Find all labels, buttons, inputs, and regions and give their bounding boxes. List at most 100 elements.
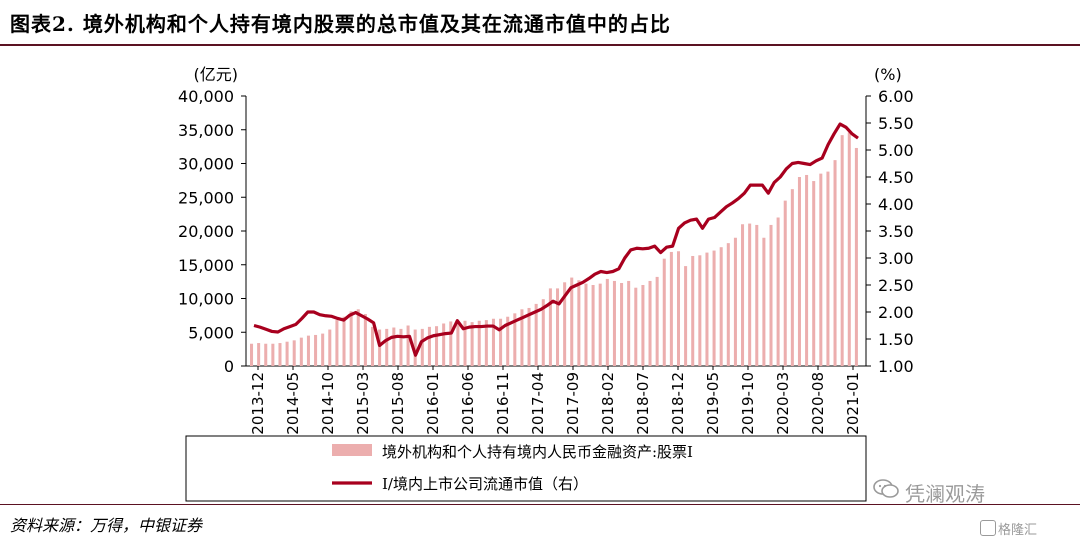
bar (385, 328, 389, 367)
bar (442, 323, 446, 366)
right-tick-label: 3.00 (878, 249, 914, 268)
watermark-text: 凭澜观涛 (905, 482, 985, 506)
bar (563, 282, 567, 366)
bar (363, 314, 367, 366)
bar (733, 237, 737, 366)
bar (534, 303, 538, 366)
bar (641, 285, 645, 366)
bar (584, 283, 588, 366)
bar (306, 335, 310, 367)
figure-title: 图表2. 境外机构和个人持有境内股票的总市值及其在流通市值中的占比 (10, 12, 671, 36)
right-tick-label: 6.00 (878, 87, 914, 106)
bar (840, 135, 844, 366)
bar (520, 309, 524, 366)
bar (591, 285, 595, 366)
bar (477, 320, 481, 366)
x-tick-label: 2014-10 (319, 372, 337, 435)
bar (499, 318, 503, 366)
bar (648, 280, 652, 366)
bar (669, 251, 673, 366)
right-axis: (%) 6.00 5.50 5.00 4.50 4.00 3.50 3.00 2.50 2.00 1… (866, 65, 914, 376)
x-tick-label: 2016-11 (494, 372, 512, 435)
right-tick-label: 3.50 (878, 222, 914, 241)
source-note: 资料来源：万得，中银证券 (10, 516, 203, 535)
left-tick-label: 0 (224, 357, 234, 376)
x-tick-label: 2014-05 (284, 372, 302, 435)
x-tick-label: 2018-12 (669, 372, 687, 435)
right-tick-label: 1.00 (878, 357, 914, 376)
right-unit-label: (%) (874, 65, 902, 84)
bar (456, 322, 460, 366)
bar (285, 341, 289, 366)
x-tick-label: 2017-04 (529, 372, 547, 435)
bar (627, 280, 631, 366)
bar (620, 282, 624, 366)
bar (506, 316, 510, 366)
x-tick-label: 2019-10 (739, 372, 757, 435)
bar (769, 224, 773, 366)
bar (278, 343, 282, 366)
bar (797, 177, 801, 366)
bar (812, 181, 816, 366)
title-rule (0, 44, 1080, 46)
x-tick-label: 2016-06 (459, 372, 477, 435)
bar (541, 299, 545, 366)
bar (406, 325, 410, 366)
bar (712, 250, 716, 366)
x-tick-label: 2016-01 (424, 372, 442, 435)
bar (427, 326, 431, 366)
legend-bar-swatch (332, 444, 372, 456)
x-tick-label: 2019-05 (704, 372, 722, 435)
legend-box (185, 435, 867, 502)
left-tick-label: 30,000 (178, 155, 234, 174)
bar (470, 322, 474, 367)
left-tick-label: 15,000 (178, 256, 234, 275)
left-tick-label: 25,000 (178, 188, 234, 207)
bar (605, 278, 609, 366)
bar (513, 313, 517, 366)
bar (684, 266, 688, 366)
x-tick-label: 2020-03 (774, 372, 792, 435)
bar (826, 171, 830, 366)
bar (748, 223, 752, 366)
left-axis: (亿元) 40,000 35,000 30,000 25,000 20,000 15,000… (178, 65, 246, 376)
bar (833, 160, 837, 367)
bar (321, 333, 325, 366)
bar (783, 200, 787, 367)
legend-line-label: I/境内上市公司流通市值（右） (382, 475, 588, 493)
watermark-small-text: 格隆汇 (998, 523, 1038, 538)
ratio-line (253, 122, 859, 357)
bar (335, 320, 339, 366)
bar (271, 343, 275, 366)
bar (420, 328, 424, 367)
bar (449, 321, 453, 366)
right-tick-label: 2.00 (878, 303, 914, 322)
bar (819, 173, 823, 367)
legend: 境外机构和个人持有境内人民币金融资产:股票I I/境内上市公司流通市值（右） (185, 435, 867, 502)
bar (790, 189, 794, 366)
bar (762, 237, 766, 366)
x-tick-label: 2017-09 (564, 372, 582, 435)
bar (847, 132, 851, 366)
bar (491, 318, 495, 366)
bar (854, 147, 858, 366)
x-tick-label: 2018-02 (599, 372, 617, 435)
bar (527, 307, 531, 366)
bar (257, 343, 261, 366)
bar (755, 224, 759, 366)
bar (342, 316, 346, 366)
left-tick-label: 10,000 (178, 290, 234, 309)
x-tick-label: 2020-08 (809, 372, 827, 435)
x-tick-label: 2013-12 (249, 372, 267, 435)
right-tick-label: 5.50 (878, 114, 914, 133)
wechat-icon (873, 479, 899, 498)
bar (463, 320, 467, 366)
bars (250, 132, 858, 367)
x-tick-label: 2018-07 (634, 372, 652, 435)
chart: (亿元) 40,000 35,000 30,000 25,000 20,000 15,000… (178, 65, 914, 502)
bar (378, 329, 382, 366)
bar (676, 251, 681, 366)
bar (634, 287, 638, 366)
right-tick-label: 1.50 (878, 330, 914, 349)
bar (577, 280, 581, 366)
